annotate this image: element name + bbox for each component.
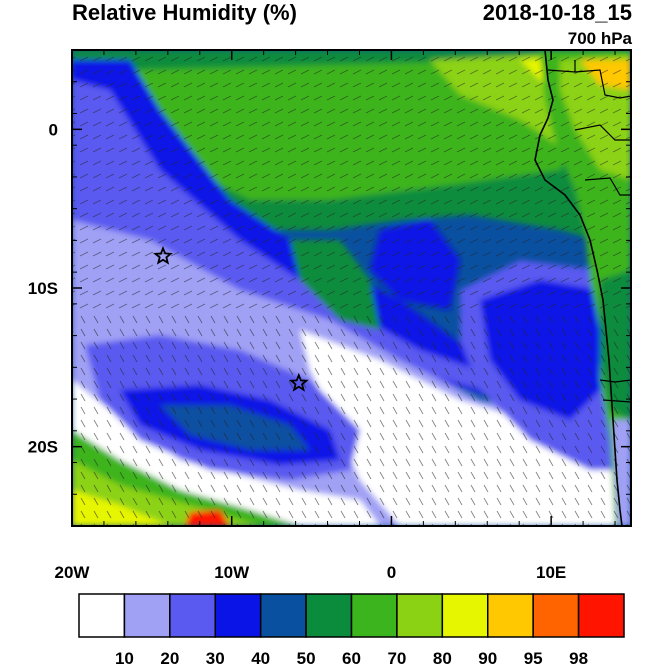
colorbar-label-7: 80 — [433, 649, 452, 667]
y-tick-label-2: 20S — [28, 438, 58, 457]
station-markers — [153, 245, 309, 392]
colorbar-label-6: 70 — [387, 649, 406, 667]
colorbar-swatch-5 — [305, 593, 353, 638]
colorbar-swatch-7 — [396, 593, 444, 638]
colorbar-swatch-3 — [214, 593, 262, 638]
colorbar-label-2: 30 — [206, 649, 225, 667]
colorbar-swatch-4 — [259, 593, 307, 638]
colorbar-label-9: 95 — [524, 649, 543, 667]
colorbar-swatch-2 — [169, 593, 216, 638]
colorbar-label-3: 40 — [251, 649, 270, 667]
colorbar-label-0: 10 — [115, 649, 134, 667]
humidity-field — [72, 50, 631, 526]
datetime-label: 2018-10-18_15 — [482, 0, 632, 25]
colorbar-swatch-0 — [78, 593, 126, 638]
colorbar-label-4: 50 — [297, 649, 316, 667]
colorbar-label-8: 90 — [478, 649, 497, 667]
colorbar-label-10: 98 — [569, 649, 588, 667]
colorbar-label-5: 60 — [342, 649, 361, 667]
colorbar-swatch-6 — [350, 593, 398, 638]
x-axis: 20W 10W 0 10E — [55, 50, 616, 582]
colorbar-swatch-11 — [577, 593, 625, 638]
colorbar-swatch-10 — [532, 593, 580, 638]
star-marker-2 — [288, 372, 309, 392]
colorbar: 10 20 30 40 50 60 70 80 90 95 98 — [78, 593, 625, 667]
colorbar-label-1: 20 — [160, 649, 179, 667]
colorbar-swatch-1 — [123, 593, 171, 638]
x-tick-label-1: 10W — [214, 563, 250, 582]
x-tick-label-0: 20W — [55, 563, 91, 582]
y-tick-label-0: 0 — [49, 120, 58, 139]
y-axis: 0 10S 20S — [28, 49, 631, 527]
x-tick-label-2: 0 — [387, 563, 396, 582]
coastline — [534, 50, 631, 526]
star-marker-1 — [153, 245, 173, 265]
y-tick-label-1: 10S — [28, 279, 58, 298]
map-title: Relative Humidity (%) — [72, 0, 297, 25]
x-tick-label-3: 10E — [536, 563, 566, 582]
pressure-level-label: 700 hPa — [567, 29, 632, 48]
colorbar-swatch-9 — [487, 593, 534, 638]
colorbar-swatch-8 — [441, 593, 489, 638]
